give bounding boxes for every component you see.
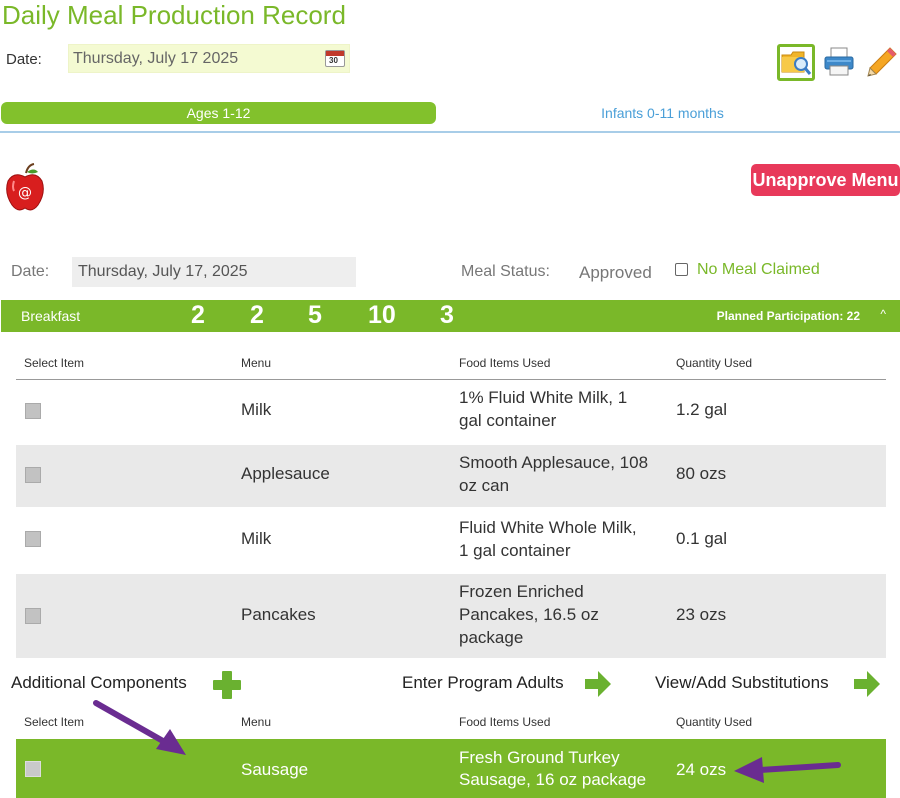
meal-date-field: Thursday, July 17, 2025 [72,257,356,287]
food-item-line: 1 gal container [459,541,571,560]
date-picker-field[interactable]: Thursday, July 17 2025 30 [68,44,350,73]
column-header-quantity: Quantity Used [676,356,753,370]
date-value: Thursday, July 17 2025 [73,50,239,67]
program-adults-arrow-icon[interactable] [584,670,612,698]
food-item-line: Pancakes, 16.5 oz [459,605,599,624]
select-item-checkbox[interactable] [25,608,41,624]
tab-ages-1-12[interactable]: Ages 1-12 [1,102,436,124]
select-item-checkbox[interactable] [25,403,41,419]
unapprove-menu-button[interactable]: Unapprove Menu [751,164,900,196]
no-meal-claimed-checkbox[interactable] [675,263,688,276]
quantity-cell: 80 ozs [676,464,727,483]
table-row: Pancakes Frozen Enriched Pancakes, 16.5 … [16,574,886,658]
food-item-line: oz can [459,476,510,495]
search-folder-icon [781,51,812,75]
meal-date-label: Date: [11,263,50,280]
view-add-substitutions-link[interactable]: View/Add Substitutions [655,673,829,692]
column-header-quantity: Quantity Used [676,715,753,729]
menu-cell: Milk [241,400,272,419]
column-header-select: Select Item [24,715,85,729]
column-header-menu: Menu [241,356,272,370]
calendar-icon-number: 30 [329,56,338,65]
collapse-caret-icon[interactable]: ^ [880,307,886,321]
column-header-food: Food Items Used [459,715,551,729]
select-item-checkbox[interactable] [25,531,41,547]
print-button[interactable] [821,44,859,81]
meal-status-value: Approved [579,263,652,282]
quantity-cell: 23 ozs [676,605,727,624]
menu-cell: Pancakes [241,605,316,624]
enter-program-adults-link[interactable]: Enter Program Adults [402,673,564,692]
food-item-line: Fresh Ground Turkey [459,748,620,767]
food-item-line: Frozen Enriched [459,582,584,601]
quantity-cell: 24 ozs [676,760,727,779]
food-item-line: Smooth Applesauce, 108 [459,453,649,472]
planned-participation: Planned Participation: 22 [716,309,860,323]
page-title: Daily Meal Production Record [2,0,346,30]
pencil-icon [867,47,897,77]
additional-components-link[interactable]: Additional Components [11,673,187,692]
search-folder-button[interactable] [777,44,815,81]
meal-header-bar[interactable]: Breakfast 2 2 5 10 3 Planned Participati… [1,300,900,332]
participation-count: 3 [440,301,454,329]
menu-cell: Sausage [241,760,309,779]
quantity-cell: 1.2 gal [676,400,728,419]
no-meal-claimed-label[interactable]: No Meal Claimed [697,261,820,278]
add-component-plus-icon[interactable] [212,670,242,700]
table-row: Milk Fluid White Whole Milk, 1 gal conta… [16,507,886,574]
table-row: Milk 1% Fluid White Milk, 1 gal containe… [16,380,886,445]
participation-count: 5 [308,301,322,329]
menu-cell: Applesauce [241,464,330,483]
food-item-line: Fluid White Whole Milk, [459,518,637,537]
header-divider [16,379,886,380]
menu-cell: Milk [241,529,272,548]
food-item-line: package [459,628,524,647]
tab-infants[interactable]: Infants 0-11 months [601,105,724,121]
calendar-icon[interactable]: 30 [325,50,345,67]
meal-status-label: Meal Status: [461,263,550,280]
select-item-checkbox[interactable] [25,761,41,777]
tab-divider [0,131,900,133]
svg-text:@: @ [18,185,32,201]
food-item-line: 1% Fluid White Milk, 1 [459,388,628,407]
date-label: Date: [6,51,42,68]
column-header-select: Select Item [24,356,85,370]
food-item-line: Sausage, 16 oz package [459,770,647,789]
select-item-checkbox[interactable] [25,467,41,483]
column-header-menu: Menu [241,715,272,729]
participation-count: 2 [191,301,205,329]
table-row: Applesauce Smooth Applesauce, 108 oz can… [16,445,886,507]
food-item-line: gal container [459,411,557,430]
quantity-cell: 0.1 gal [676,529,728,548]
participation-count: 10 [368,301,396,329]
printer-icon [824,47,854,76]
annotation-arrow-icon [93,700,186,755]
substitutions-arrow-icon[interactable] [853,670,881,698]
annotation-arrow-icon [734,757,841,783]
column-header-food: Food Items Used [459,356,551,370]
participation-count: 2 [250,301,264,329]
meal-name: Breakfast [21,308,81,324]
edit-button[interactable] [864,44,900,81]
apple-logo-icon: @ [6,163,44,211]
